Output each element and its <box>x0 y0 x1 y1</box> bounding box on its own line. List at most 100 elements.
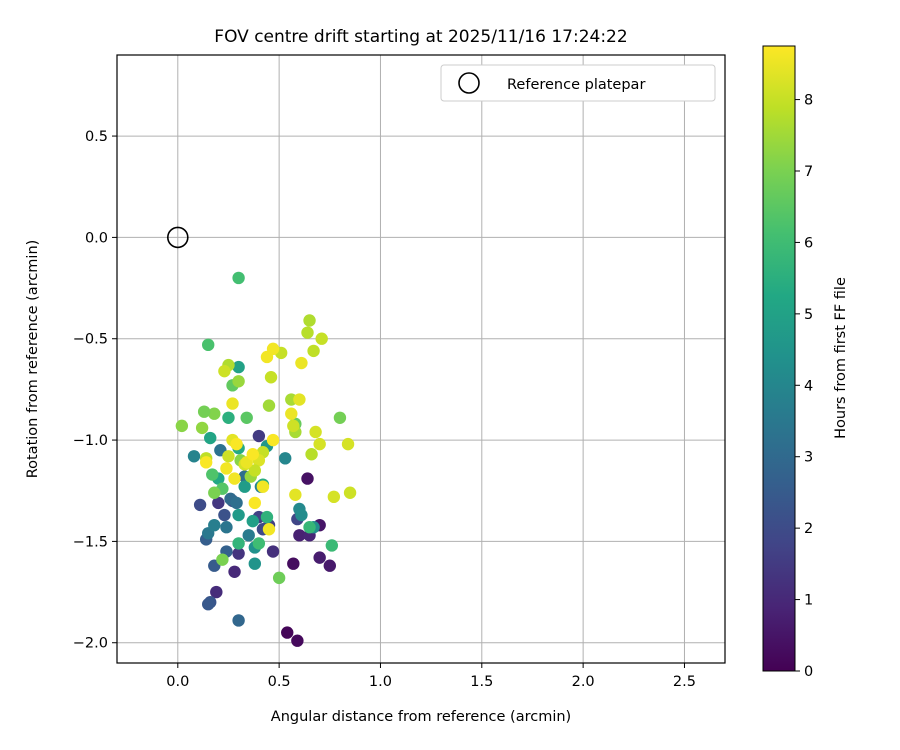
y-axis-label: Rotation from reference (arcmin) <box>25 240 41 479</box>
data-point <box>325 539 339 552</box>
data-point <box>199 456 213 469</box>
data-point <box>252 537 266 550</box>
x-tick-label: 1.0 <box>369 674 392 690</box>
data-point <box>212 496 225 510</box>
data-point <box>175 419 189 433</box>
colorbar-ticks: 0 1 2 3 4 5 6 7 8 <box>795 93 813 680</box>
data-point <box>327 490 341 504</box>
data-point <box>266 433 280 447</box>
colorbar-tick-label: 0 <box>804 664 813 680</box>
data-point <box>281 626 294 639</box>
data-point <box>218 508 231 522</box>
data-point <box>295 508 308 522</box>
data-point <box>289 488 302 501</box>
data-point <box>220 462 233 475</box>
data-point <box>187 450 201 463</box>
plot-frame <box>116 54 726 664</box>
y-axis-ticks: 0.5 0.0 −0.5 −1.0 −1.5 −2.0 <box>73 129 117 652</box>
y-tick-label: −2.0 <box>73 636 108 652</box>
data-point <box>341 437 355 451</box>
colorbar-tick-label: 8 <box>804 93 813 109</box>
y-tick-label: −1.0 <box>73 433 108 449</box>
data-point <box>301 326 314 339</box>
reference-platepar-marker <box>167 226 189 249</box>
data-point <box>246 514 259 528</box>
legend: Reference platepar <box>440 64 716 102</box>
data-point <box>238 480 251 493</box>
data-point <box>208 486 221 499</box>
data-point <box>333 411 347 424</box>
colorbar-tick-label: 5 <box>804 307 813 323</box>
legend-marker-icon <box>458 72 480 94</box>
data-point <box>232 360 245 374</box>
data-point <box>323 559 336 572</box>
chart-title: FOV centre drift starting at 2025/11/16 … <box>214 27 627 47</box>
data-point <box>307 344 320 358</box>
data-point <box>343 486 357 499</box>
data-point <box>287 419 300 433</box>
data-point <box>242 529 255 542</box>
data-point <box>210 585 223 599</box>
y-tick-label: −1.5 <box>73 534 108 550</box>
data-point <box>287 557 300 570</box>
data-point <box>220 521 233 534</box>
data-point <box>193 498 207 512</box>
data-point <box>303 314 316 327</box>
legend-box <box>440 64 716 102</box>
data-point <box>230 437 243 451</box>
data-point <box>232 614 245 627</box>
colorbar: 0 1 2 3 4 5 6 7 8 Hours from first FF file <box>762 45 849 680</box>
data-point <box>301 472 314 485</box>
data-point <box>272 571 286 585</box>
data-point <box>260 510 274 524</box>
data-point <box>232 547 245 560</box>
data-point <box>232 271 245 285</box>
data-point <box>226 397 239 410</box>
data-point <box>246 448 259 461</box>
data-point <box>230 496 243 510</box>
data-point <box>313 551 326 564</box>
data-point <box>248 557 262 570</box>
data-point <box>222 411 235 424</box>
data-point <box>315 332 328 345</box>
data-point <box>240 411 253 424</box>
x-axis-label: Angular distance from reference (arcmin) <box>271 709 571 725</box>
data-point <box>252 429 266 443</box>
data-point <box>262 399 276 412</box>
x-axis-ticks: 0.0 0.5 1.0 1.5 2.0 2.5 <box>166 663 696 690</box>
colorbar-tick-label: 7 <box>804 164 813 180</box>
x-tick-label: 0.5 <box>268 674 291 690</box>
data-point <box>305 448 318 461</box>
data-point <box>232 508 245 522</box>
colorbar-tick-label: 2 <box>804 521 813 537</box>
data-point <box>228 565 241 578</box>
legend-label: Reference platepar <box>507 77 645 93</box>
data-point <box>285 407 298 420</box>
data-point <box>208 518 221 532</box>
data-point <box>232 375 245 388</box>
data-point <box>303 521 316 534</box>
y-tick-label: −0.5 <box>73 332 108 348</box>
data-point <box>313 437 326 451</box>
data-point <box>262 523 276 536</box>
data-point <box>202 598 215 611</box>
y-tick-label: 0.5 <box>85 129 108 145</box>
data-point <box>279 452 292 465</box>
colorbar-tick-label: 4 <box>804 378 813 394</box>
data-point <box>195 421 209 435</box>
colorbar-gradient <box>762 45 796 672</box>
y-tick-label: 0.0 <box>85 230 108 246</box>
data-point <box>293 393 306 406</box>
data-point <box>208 407 221 420</box>
data-point <box>218 364 231 378</box>
colorbar-tick-label: 3 <box>804 450 813 466</box>
colorbar-tick-label: 6 <box>804 235 813 251</box>
data-point <box>232 537 245 550</box>
x-tick-label: 2.5 <box>673 674 696 690</box>
data-point <box>256 480 270 493</box>
data-point <box>309 425 322 439</box>
data-point <box>216 553 229 566</box>
data-point <box>293 529 306 542</box>
data-point <box>291 634 304 647</box>
